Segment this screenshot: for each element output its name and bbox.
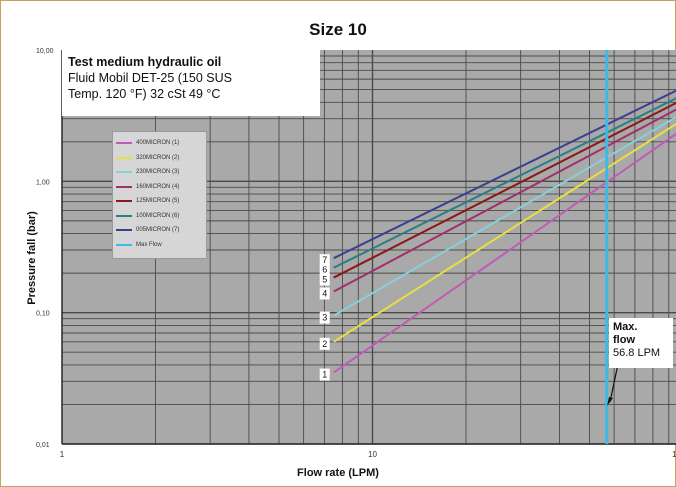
chart-legend: 400MICRON (1) 320MICRON (2) 230MICRON (3) 1… <box>112 131 207 259</box>
series-line-2 <box>333 122 676 343</box>
series-number-label-1: 1 <box>319 368 330 381</box>
series-line-6 <box>333 97 676 269</box>
legend-swatch <box>116 229 132 232</box>
annotation-line-1: Test medium hydraulic oil <box>68 55 222 69</box>
legend-label: 100MICRON (6) <box>136 212 180 219</box>
series-number-label-7: 7 <box>319 254 330 267</box>
series-number-box <box>319 254 330 267</box>
series-number-label-6: 6 <box>319 263 330 276</box>
max-flow-label-2: flow <box>613 334 635 346</box>
x-tick-label: 1 <box>60 450 65 459</box>
chart-title: Size 10 <box>309 20 367 39</box>
series-line-4 <box>333 108 676 293</box>
max-flow-arrowhead <box>607 397 613 406</box>
series-number-label-4: 4 <box>319 287 330 300</box>
series-number-text: 4 <box>322 288 327 298</box>
series-number-label-2: 2 <box>319 337 330 350</box>
annotation-line-3: Temp. 120 °F) 32 cSt 49 °C <box>68 87 221 101</box>
series-number-label-5: 5 <box>319 273 330 286</box>
series-number-box <box>319 273 330 286</box>
series-line-7 <box>333 89 676 260</box>
legend-label: 125MICRON (5) <box>136 198 180 205</box>
series-number-box <box>319 311 330 324</box>
max-flow-value: 56.8 LPM <box>613 347 661 359</box>
series-number-box <box>319 368 330 381</box>
max-flow-annotation: Max. flow 56.8 LPM <box>609 318 673 368</box>
legend-item: 320MICRON (2) <box>116 151 203 166</box>
series-number-text: 5 <box>322 275 327 285</box>
y-tick-label: 1,00 <box>36 179 50 186</box>
series-number-text: 6 <box>322 265 327 275</box>
legend-item: 125MICRON (5) <box>116 194 203 209</box>
legend-label: 160MICRON (4) <box>136 183 180 190</box>
legend-item: 005MICRON (7) <box>116 223 203 238</box>
y-tick-label: 0,01 <box>36 442 50 449</box>
legend-label: 320MICRON (2) <box>136 154 180 161</box>
legend-swatch <box>116 185 132 188</box>
series-line-1 <box>333 132 676 374</box>
series-number-label-3: 3 <box>319 311 330 324</box>
legend-swatch <box>116 243 132 246</box>
max-flow-arrow <box>609 363 619 403</box>
legend-item: 100MICRON (6) <box>116 209 203 224</box>
y-tick-label: 10,00 <box>36 48 54 55</box>
legend-label: 400MICRON (1) <box>136 140 180 147</box>
series-number-text: 2 <box>322 339 327 349</box>
max-flow-label-1: Max. <box>613 321 638 333</box>
series-line-3 <box>333 116 676 317</box>
legend-item: 400MICRON (1) <box>116 136 203 151</box>
legend-label: Max Flow <box>136 241 162 248</box>
legend-swatch <box>116 156 132 159</box>
series-number-text: 7 <box>322 255 327 265</box>
legend-label: 230MICRON (3) <box>136 169 180 176</box>
legend-label: 005MICRON (7) <box>136 227 180 234</box>
series-number-box <box>319 337 330 350</box>
series-number-text: 1 <box>322 370 327 380</box>
series-number-box <box>319 263 330 276</box>
y-tick-label: 0,10 <box>36 311 50 318</box>
legend-swatch <box>116 200 132 203</box>
y-axis-label: Pressure fall (bar) <box>26 211 38 305</box>
legend-item: 160MICRON (4) <box>116 180 203 195</box>
legend-swatch <box>116 171 132 174</box>
series-number-box <box>319 287 330 300</box>
series-line-5 <box>333 101 676 279</box>
legend-item: 230MICRON (3) <box>116 165 203 180</box>
legend-swatch <box>116 142 132 145</box>
legend-item: Max Flow <box>116 238 203 253</box>
x-axis-label: Flow rate (LPM) <box>297 467 379 479</box>
annotation-line-2: Fluid Mobil DET-25 (150 SUS <box>68 71 232 85</box>
legend-swatch <box>116 214 132 217</box>
x-tick-label: 1 <box>672 450 676 459</box>
series-number-text: 3 <box>322 313 327 323</box>
x-tick-label: 10 <box>368 450 377 459</box>
test-medium-annotation: Test medium hydraulic oil Fluid Mobil DE… <box>62 50 320 116</box>
